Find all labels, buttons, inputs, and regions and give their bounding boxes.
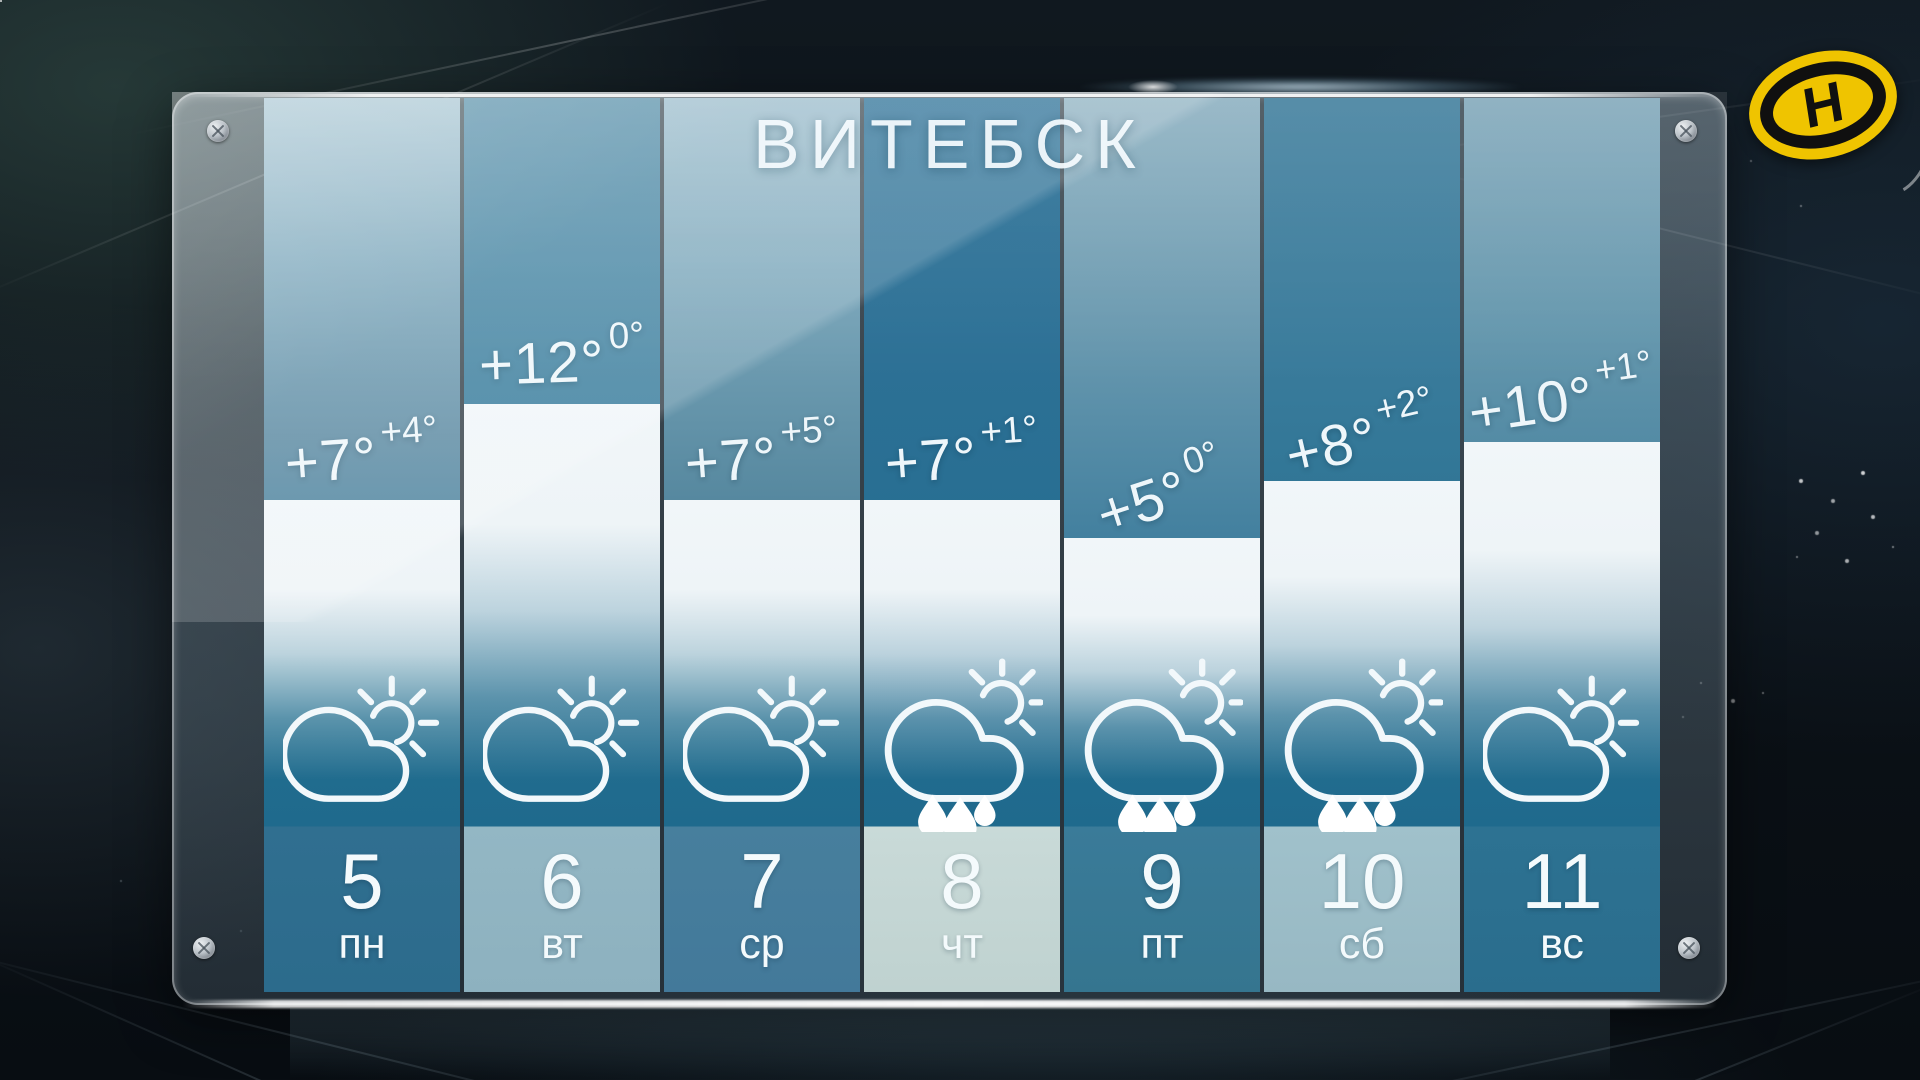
weather-icon-slot xyxy=(1064,650,1260,840)
weekday-label: вс xyxy=(1540,920,1584,968)
weekday-label: пт xyxy=(1140,920,1184,968)
weather-icon-slot xyxy=(1464,650,1660,840)
cloud-sun-icon xyxy=(483,675,640,802)
cloud-sun-icon xyxy=(283,675,440,802)
weather-icon-slot xyxy=(464,650,660,840)
temperature: +7°+1° xyxy=(864,408,1060,499)
screw-icon xyxy=(193,937,215,959)
rain-sun-icon xyxy=(1084,658,1243,832)
day-number: 10 xyxy=(1318,837,1406,925)
lens-flare-core xyxy=(1128,80,1178,94)
day-column: +12°0° 6 вт xyxy=(464,98,660,992)
day-temperature: +8° xyxy=(1279,404,1385,489)
temperature: +7°+4° xyxy=(264,408,460,499)
day-number: 5 xyxy=(340,837,384,925)
day-temperature: +7° xyxy=(282,425,380,497)
rain-sun-icon xyxy=(884,658,1043,832)
temperature-bar xyxy=(264,500,460,780)
night-temperature: 0° xyxy=(1177,433,1224,484)
night-temperature: 0° xyxy=(607,314,645,357)
screw-icon xyxy=(1678,937,1700,959)
temperature-bar xyxy=(1064,538,1260,780)
temperature-bar xyxy=(864,500,1060,780)
temperature: +10°+1° xyxy=(1464,343,1660,448)
weekday-label: вт xyxy=(541,920,583,968)
cloud-sun-icon xyxy=(683,675,840,802)
rain-drops xyxy=(918,794,996,832)
night-temperature: +1° xyxy=(1592,342,1655,392)
day-number: 6 xyxy=(540,837,584,925)
weekday-label: пн xyxy=(338,920,386,968)
temperature: +12°0° xyxy=(464,314,660,400)
night-temperature: +1° xyxy=(978,407,1039,453)
forecast-columns: +7°+4° 5 пн +12°0° 6 вт +7°+5° xyxy=(264,98,1660,992)
screw-icon xyxy=(1675,120,1697,142)
rain-sun-icon xyxy=(1284,658,1443,832)
day-number: 11 xyxy=(1521,837,1603,925)
rain-drops xyxy=(1118,794,1196,832)
day-number: 7 xyxy=(740,837,784,925)
night-temperature: +2° xyxy=(1371,377,1437,431)
weather-icon-slot xyxy=(1264,650,1460,840)
day-column: +10°+1° 11 вс xyxy=(1464,98,1660,992)
temperature-bar xyxy=(664,500,860,780)
day-temperature: +10° xyxy=(1464,364,1599,447)
day-column: +5°0° 9 пт xyxy=(1064,98,1260,992)
day-temperature: +7° xyxy=(682,425,780,497)
day-temperature: +5° xyxy=(1088,457,1197,549)
logo-letter: Н xyxy=(1798,68,1848,141)
day-temperature: +7° xyxy=(882,425,980,497)
night-temperature: +4° xyxy=(378,407,439,453)
temperature-bar xyxy=(464,404,660,780)
weekday-label: сб xyxy=(1338,920,1386,968)
forecast-panel: +7°+4° 5 пн +12°0° 6 вт +7°+5° xyxy=(172,92,1727,1005)
cloud-sun-icon xyxy=(1483,675,1640,802)
screw-icon xyxy=(207,120,229,142)
day-number: 8 xyxy=(940,837,984,925)
panel-reflection xyxy=(290,1008,1610,1080)
weather-icon-slot xyxy=(264,650,460,840)
day-number: 9 xyxy=(1140,837,1184,925)
weekday-label: чт xyxy=(940,920,984,968)
weekday-label: ср xyxy=(739,920,785,968)
day-temperature: +12° xyxy=(477,328,606,398)
night-temperature: +5° xyxy=(778,407,839,453)
rain-drops xyxy=(1318,794,1396,832)
day-column: +7°+5° 7 ср xyxy=(664,98,860,992)
weather-icon-slot xyxy=(864,650,1060,840)
temperature: +8°+2° xyxy=(1264,378,1460,494)
temperature: +7°+5° xyxy=(664,408,860,499)
weather-icon-slot xyxy=(664,650,860,840)
day-column: +7°+1° 8 чт xyxy=(864,98,1060,992)
day-column: +8°+2° 10 сб xyxy=(1264,98,1460,992)
city-title: ВИТЕБСК xyxy=(753,105,1146,183)
map-lights xyxy=(0,0,2,2)
day-column: +7°+4° 5 пн xyxy=(264,98,460,992)
